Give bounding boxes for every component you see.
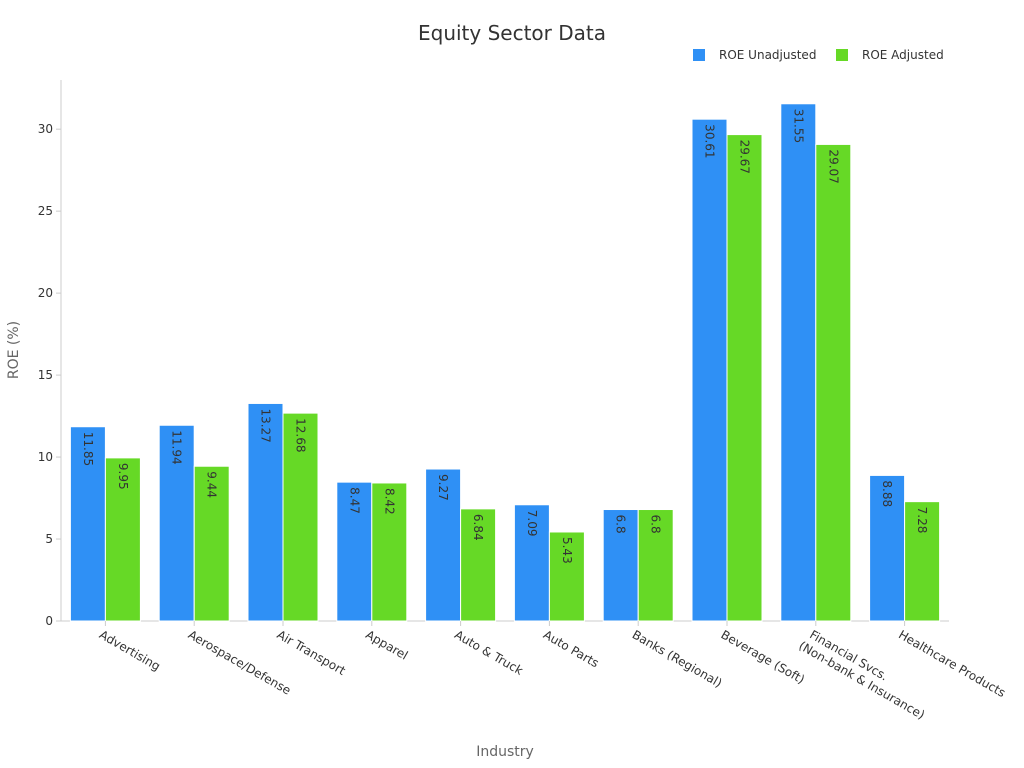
data-label-unadjusted: 8.88 [880, 480, 894, 507]
y-tick-label: 0 [45, 614, 53, 628]
x-tick-label-line: Auto & Truck [452, 627, 525, 677]
legend-swatch-unadjusted [693, 49, 705, 61]
bar-adjusted [904, 501, 941, 622]
bar-adjusted [104, 457, 141, 622]
data-label-adjusted: 9.95 [116, 463, 130, 490]
data-label-unadjusted: 31.55 [791, 109, 805, 143]
data-label-adjusted: 29.07 [826, 149, 840, 183]
bar-unadjusted [691, 118, 728, 622]
x-tick-label: Auto & Truck [452, 627, 525, 677]
bar-unadjusted [158, 424, 195, 622]
bar-adjusted [282, 412, 319, 622]
x-tick-label-line: (Non-bank & Insurance) [796, 638, 927, 722]
y-tick-label: 15 [38, 368, 53, 382]
x-tick-label: Apparel [363, 627, 410, 662]
data-label-adjusted: 6.8 [649, 515, 663, 534]
x-tick-label: Air Transport [275, 627, 349, 678]
y-tick-label: 10 [38, 450, 53, 464]
bars [69, 103, 941, 622]
x-tick-label: Auto Parts [541, 627, 601, 670]
y-tick-label: 30 [38, 122, 53, 136]
legend-label-unadjusted: ROE Unadjusted [719, 48, 816, 62]
data-label-unadjusted: 13.27 [259, 408, 273, 442]
data-label-unadjusted: 9.27 [436, 474, 450, 501]
bar-unadjusted [780, 103, 817, 622]
x-tick-label: Banks (Regional) [630, 627, 725, 690]
y-tick-label: 5 [45, 532, 53, 546]
legend-label-adjusted: ROE Adjusted [862, 48, 944, 62]
data-label-adjusted: 5.43 [560, 537, 574, 564]
bar-adjusted [548, 531, 585, 622]
data-label-unadjusted: 11.94 [170, 430, 184, 464]
y-tick-label: 20 [38, 286, 53, 300]
x-tick-label-line: Auto Parts [541, 627, 601, 670]
data-label-adjusted: 9.44 [205, 471, 219, 498]
bar-unadjusted [247, 402, 284, 622]
chart-title: Equity Sector Data [418, 21, 606, 45]
x-tick-label-line: Air Transport [275, 627, 349, 678]
x-tick-label: Advertising [97, 627, 163, 673]
bar-unadjusted [425, 468, 462, 622]
x-tick-label-line: Healthcare Products [896, 627, 1008, 700]
y-ticks: 0 5 10 15 20 25 30 [38, 122, 61, 628]
data-label-adjusted: 6.84 [471, 514, 485, 541]
y-axis-title: ROE (%) [6, 321, 22, 379]
x-tick-label-line: Apparel [363, 627, 410, 662]
bar-unadjusted [869, 474, 906, 622]
x-tick-label: Beverage (Soft) [719, 627, 808, 686]
data-labels: 11.85 9.95 11.94 9.44 13.27 12.68 8.47 8.42 9.27… [81, 109, 929, 564]
data-label-adjusted: 12.68 [294, 418, 308, 452]
bar-adjusted [637, 509, 674, 622]
bar-adjusted [815, 143, 852, 622]
bar-unadjusted [513, 504, 550, 622]
bar-unadjusted [336, 481, 373, 622]
data-label-unadjusted: 6.8 [614, 515, 628, 534]
bar-adjusted [460, 508, 497, 622]
bar-adjusted [726, 134, 763, 622]
x-tick-label: Healthcare Products [896, 627, 1008, 700]
y-tick-label: 25 [38, 204, 53, 218]
data-label-adjusted: 8.42 [382, 488, 396, 515]
data-label-adjusted: 29.67 [738, 140, 752, 174]
x-tick-label-line: Advertising [97, 627, 163, 673]
data-label-adjusted: 7.28 [915, 507, 929, 534]
x-axis-title: Industry [476, 744, 534, 760]
bar-unadjusted [602, 509, 639, 622]
bar-adjusted [193, 465, 230, 622]
data-label-unadjusted: 8.47 [347, 487, 361, 514]
data-label-unadjusted: 30.61 [703, 124, 717, 158]
legend-swatch-adjusted [836, 49, 848, 61]
legend: ROE Unadjusted ROE Adjusted [693, 48, 944, 62]
bar-adjusted [371, 482, 408, 622]
x-tick-label-line: Banks (Regional) [630, 627, 725, 690]
x-tick-label-line: Beverage (Soft) [719, 627, 808, 686]
data-label-unadjusted: 7.09 [525, 510, 539, 537]
data-label-unadjusted: 11.85 [81, 432, 95, 466]
